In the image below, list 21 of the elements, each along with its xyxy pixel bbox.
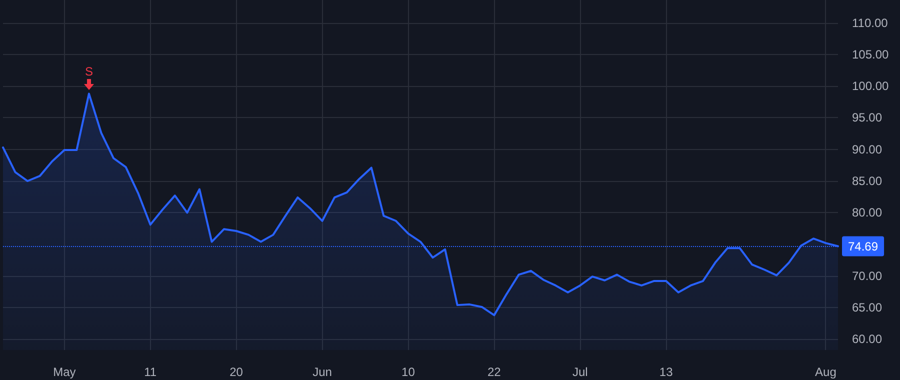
y-tick-label: 65.00 xyxy=(852,300,882,315)
y-tick-label: 90.00 xyxy=(852,142,882,156)
y-tick-label: 100.00 xyxy=(852,79,890,94)
y-tick-label: 105.00 xyxy=(852,47,890,62)
y-tick-label: 80.00 xyxy=(852,206,882,220)
x-tick-label: 22 xyxy=(487,365,502,379)
x-tick-label: Jun xyxy=(312,365,332,379)
y-tick-label: 110.00 xyxy=(852,16,888,30)
x-tick-label: May xyxy=(53,365,76,379)
x-tick-label: 20 xyxy=(230,365,244,379)
x-tick-label: Aug xyxy=(815,365,836,379)
y-tick-label: 85.00 xyxy=(852,174,882,188)
x-tick-label: 13 xyxy=(659,365,674,379)
y-tick-label: 60.00 xyxy=(852,332,882,346)
y-tick-label: 95.00 xyxy=(852,110,882,125)
annotation: S xyxy=(84,64,93,79)
x-tick-label: Jul xyxy=(572,365,588,379)
ref-line-label: 74.69 xyxy=(848,239,878,254)
x-tick-label: 11 xyxy=(144,365,157,379)
x-tick-label: 10 xyxy=(402,365,416,379)
y-tick-label: 70.00 xyxy=(852,268,882,283)
